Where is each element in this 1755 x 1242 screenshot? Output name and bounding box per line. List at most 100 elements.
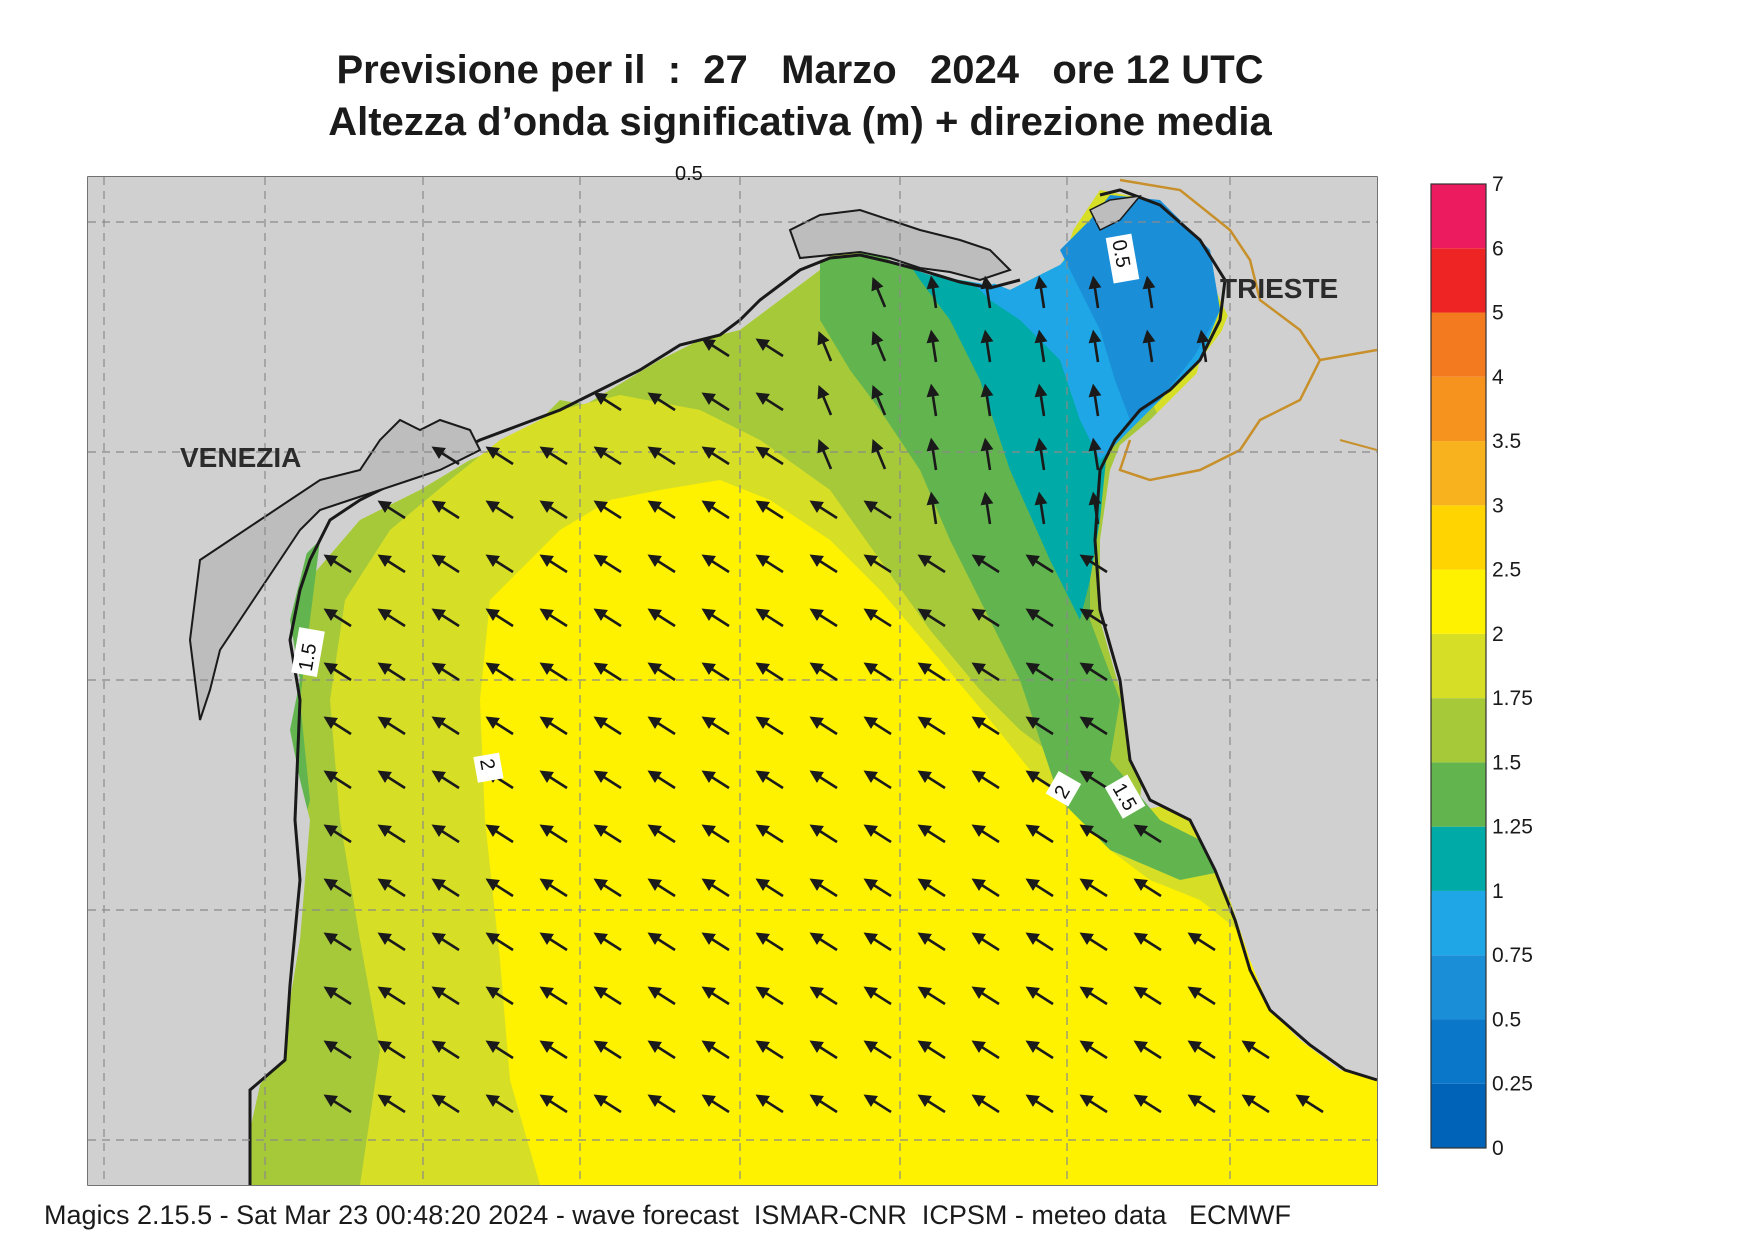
chart-title: Previsione per il : 27 Marzo 2024 ore 12… [336, 48, 1264, 92]
wave-direction-arrow-icon [980, 329, 994, 363]
colorbar-tick-label: 3.5 [1492, 430, 1521, 453]
colorbar-tick-label: 3 [1492, 494, 1504, 517]
wave-direction-arrow-icon [701, 500, 730, 520]
graticule [88, 177, 1377, 1185]
wave-direction-arrow-icon [809, 662, 838, 682]
wave-direction-arrow-icon [971, 986, 1000, 1006]
wave-direction-arrow-icon [1025, 1094, 1054, 1114]
wave-direction-arrow-icon [817, 439, 833, 470]
wave-direction-arrow-icon [323, 878, 352, 898]
wave-direction-arrow-icon [1025, 662, 1054, 682]
wave-direction-arrow-icon [755, 770, 784, 790]
coastline-west [248, 253, 1021, 1185]
contour-label-center: 2 [475, 757, 499, 772]
wave-direction-arrow-icon [1187, 1040, 1216, 1060]
wave-direction-arrow-icon [809, 932, 838, 952]
border-line [1118, 178, 1322, 482]
wave-direction-arrow-icon [917, 554, 946, 574]
wave-direction-arrow-icon [647, 608, 676, 628]
wave-direction-arrow-icon [1142, 275, 1156, 309]
wave-direction-arrow-icon [323, 1094, 352, 1114]
wave-direction-arrow-icon [593, 392, 622, 412]
colorbar-tick-label: 0 [1492, 1137, 1504, 1160]
wave-direction-arrow-icon [926, 491, 940, 525]
wave-direction-arrow-icon [1079, 716, 1108, 736]
wave-direction-arrow-icon [917, 1094, 946, 1114]
wave-direction-arrow-icon [323, 770, 352, 790]
wave-direction-arrow-icon [1133, 932, 1162, 952]
wave-direction-arrow-icon [647, 770, 676, 790]
wave-direction-arrow-icon [323, 608, 352, 628]
wave-direction-arrow-icon [701, 392, 730, 412]
lagoon-islands [188, 418, 482, 721]
wave-direction-arrow-icon [926, 275, 940, 309]
wave-direction-arrow-icon [1025, 608, 1054, 628]
wave-direction-arrow-icon [863, 824, 892, 844]
wave-direction-arrow-icon [980, 383, 994, 417]
colorbar-legend: 0 0.25 0.5 0.75 1 1.25 1.5 1.75 2 2.5 3 3.5 4 5 6 7 [1430, 173, 1533, 1160]
city-label-trieste: TRIESTE [1220, 273, 1338, 304]
wave-direction-arrow-icon [917, 770, 946, 790]
colorbar-swatch [1431, 633, 1486, 699]
wave-direction-arrow-icon [647, 1040, 676, 1060]
wave-direction-arrow-icon [809, 716, 838, 736]
wave-direction-arrow-icon [863, 554, 892, 574]
wave-direction-arrow-icon [1241, 1094, 1270, 1114]
wave-direction-arrow-icon [809, 878, 838, 898]
wave-direction-arrow-icon [1133, 878, 1162, 898]
wave-direction-arrow-icon [323, 824, 352, 844]
wave-direction-arrow-icon [593, 554, 622, 574]
wave-direction-arrow-icon [647, 662, 676, 682]
colorbar-swatch [1431, 441, 1486, 506]
colorbar-swatch [1431, 1083, 1486, 1148]
wave-direction-arrow-icon [431, 716, 460, 736]
wave-direction-arrow-icon [971, 1040, 1000, 1060]
wave-direction-arrow-icon [701, 878, 730, 898]
wave-direction-arrow-icon [593, 500, 622, 520]
colorbar-swatch [1431, 184, 1486, 249]
wave-direction-arrow-icon [1079, 824, 1108, 844]
wave-direction-arrow-icon [863, 1094, 892, 1114]
wave-direction-arrow-icon [1079, 932, 1108, 952]
colorbar-tick-label: 4 [1492, 366, 1504, 389]
wave-direction-arrow-icon [1025, 554, 1054, 574]
wave-direction-arrow-icon [1079, 662, 1108, 682]
colorbar-swatch [1431, 1019, 1486, 1084]
wave-direction-arrow-icon [1187, 932, 1216, 952]
wave-direction-arrow-icon [917, 662, 946, 682]
wave-direction-arrow-icon [701, 608, 730, 628]
wave-direction-arrow-icon [701, 1094, 730, 1114]
wave-direction-arrow-icon [1034, 275, 1048, 309]
wave-direction-arrow-icon [755, 554, 784, 574]
wave-direction-arrow-icon [1142, 329, 1156, 363]
wave-direction-arrow-icon [755, 662, 784, 682]
wave-direction-arrow-icon [539, 1094, 568, 1114]
wave-direction-arrow-icon [863, 770, 892, 790]
colorbar-tick-label: 0.5 [1492, 1008, 1521, 1031]
wave-direction-arrow-icon [917, 878, 946, 898]
wave-direction-arrow-icon [755, 824, 784, 844]
wave-direction-arrow-icon [971, 878, 1000, 898]
colorbar-swatch [1431, 955, 1486, 1020]
wave-direction-arrow-icon [917, 824, 946, 844]
wave-direction-arrow-icon [539, 716, 568, 736]
wave-direction-arrow-icon [377, 716, 406, 736]
wave-direction-arrow-icon [431, 554, 460, 574]
colorbar-swatch [1431, 312, 1486, 377]
wave-direction-arrow-icon [863, 878, 892, 898]
wave-direction-arrow-icon [539, 932, 568, 952]
contour-label-venezia: 1.5 [295, 642, 321, 673]
wave-direction-arrow-icon [539, 608, 568, 628]
wave-direction-arrow-icon [701, 554, 730, 574]
wave-direction-arrow-icon [863, 500, 892, 520]
wave-direction-arrow-icon [755, 932, 784, 952]
coastline-east [1093, 188, 1377, 1082]
wave-direction-arrow-icon [755, 1094, 784, 1114]
wave-direction-arrow-icon [539, 1040, 568, 1060]
wave-direction-arrow-icon [917, 1040, 946, 1060]
wave-direction-arrow-icon [917, 986, 946, 1006]
wave-direction-arrow-icon [871, 439, 887, 470]
colorbar-swatch [1431, 762, 1486, 827]
wave-direction-arrow-icon [1079, 1094, 1108, 1114]
wave-direction-arrow-icon [1088, 383, 1102, 417]
